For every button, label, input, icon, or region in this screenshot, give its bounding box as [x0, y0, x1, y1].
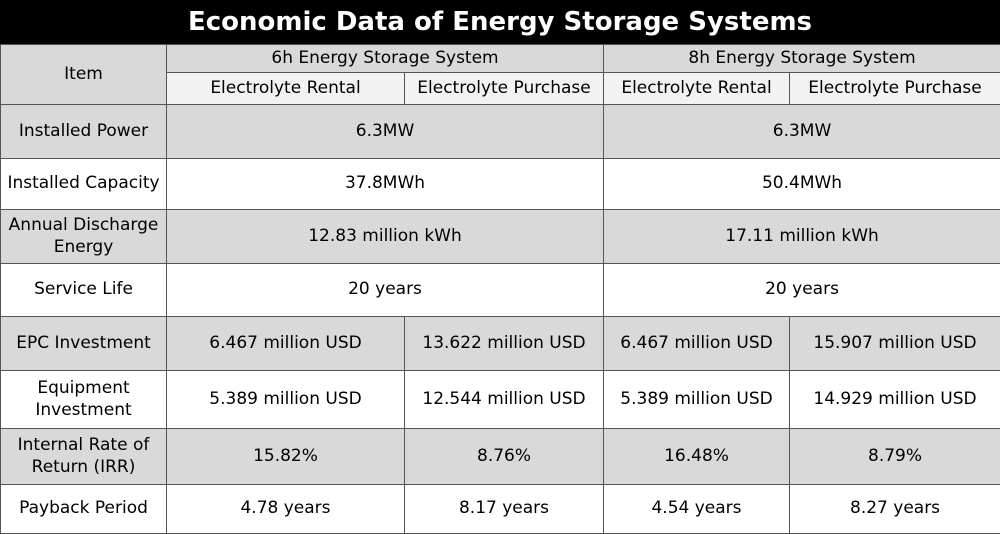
cell-value: 15.907 million USD [790, 317, 1000, 371]
sub-header: Electrolyte Rental [604, 73, 790, 105]
cell-value: 8.79% [790, 429, 1000, 485]
group-header: 6h Energy Storage System [167, 45, 604, 73]
row-label: Payback Period [1, 485, 167, 534]
cell-value: 14.929 million USD [790, 371, 1000, 429]
cell-value: 37.8MWh [167, 159, 604, 210]
cell-value: 20 years [167, 264, 604, 317]
table-title: Economic Data of Energy Storage Systems [0, 0, 1000, 44]
cell-value: 4.78 years [167, 485, 405, 534]
cell-value: 8.17 years [405, 485, 604, 534]
cell-value: 16.48% [604, 429, 790, 485]
group-header: 8h Energy Storage System [604, 45, 1000, 73]
cell-value: 4.54 years [604, 485, 790, 534]
cell-value: 5.389 million USD [604, 371, 790, 429]
cell-value: 12.83 million kWh [167, 210, 604, 264]
row-label: Installed Power [1, 105, 167, 159]
cell-value: 6.467 million USD [167, 317, 405, 371]
cell-value: 15.82% [167, 429, 405, 485]
cell-value: 13.622 million USD [405, 317, 604, 371]
row-label: Internal Rate of Return (IRR) [1, 429, 167, 485]
cell-value: 5.389 million USD [167, 371, 405, 429]
row-label: Equipment Investment [1, 371, 167, 429]
cell-value: 6.3MW [167, 105, 604, 159]
sub-header: Electrolyte Purchase [405, 73, 604, 105]
row-label: Installed Capacity [1, 159, 167, 210]
column-header: Item [1, 45, 167, 105]
cell-value: 12.544 million USD [405, 371, 604, 429]
cell-value: 8.27 years [790, 485, 1000, 534]
cell-value: 20 years [604, 264, 1000, 317]
cell-value: 50.4MWh [604, 159, 1000, 210]
cell-value: 8.76% [405, 429, 604, 485]
row-label: Service Life [1, 264, 167, 317]
row-label: Annual Discharge Energy [1, 210, 167, 264]
cell-value: 6.467 million USD [604, 317, 790, 371]
sub-header: Electrolyte Rental [167, 73, 405, 105]
sub-header: Electrolyte Purchase [790, 73, 1000, 105]
row-label: EPC Investment [1, 317, 167, 371]
table-row: Internal Rate of Return (IRR)15.82%8.76%… [1, 429, 1000, 485]
cell-value: 6.3MW [604, 105, 1000, 159]
cell-value: 17.11 million kWh [604, 210, 1000, 264]
